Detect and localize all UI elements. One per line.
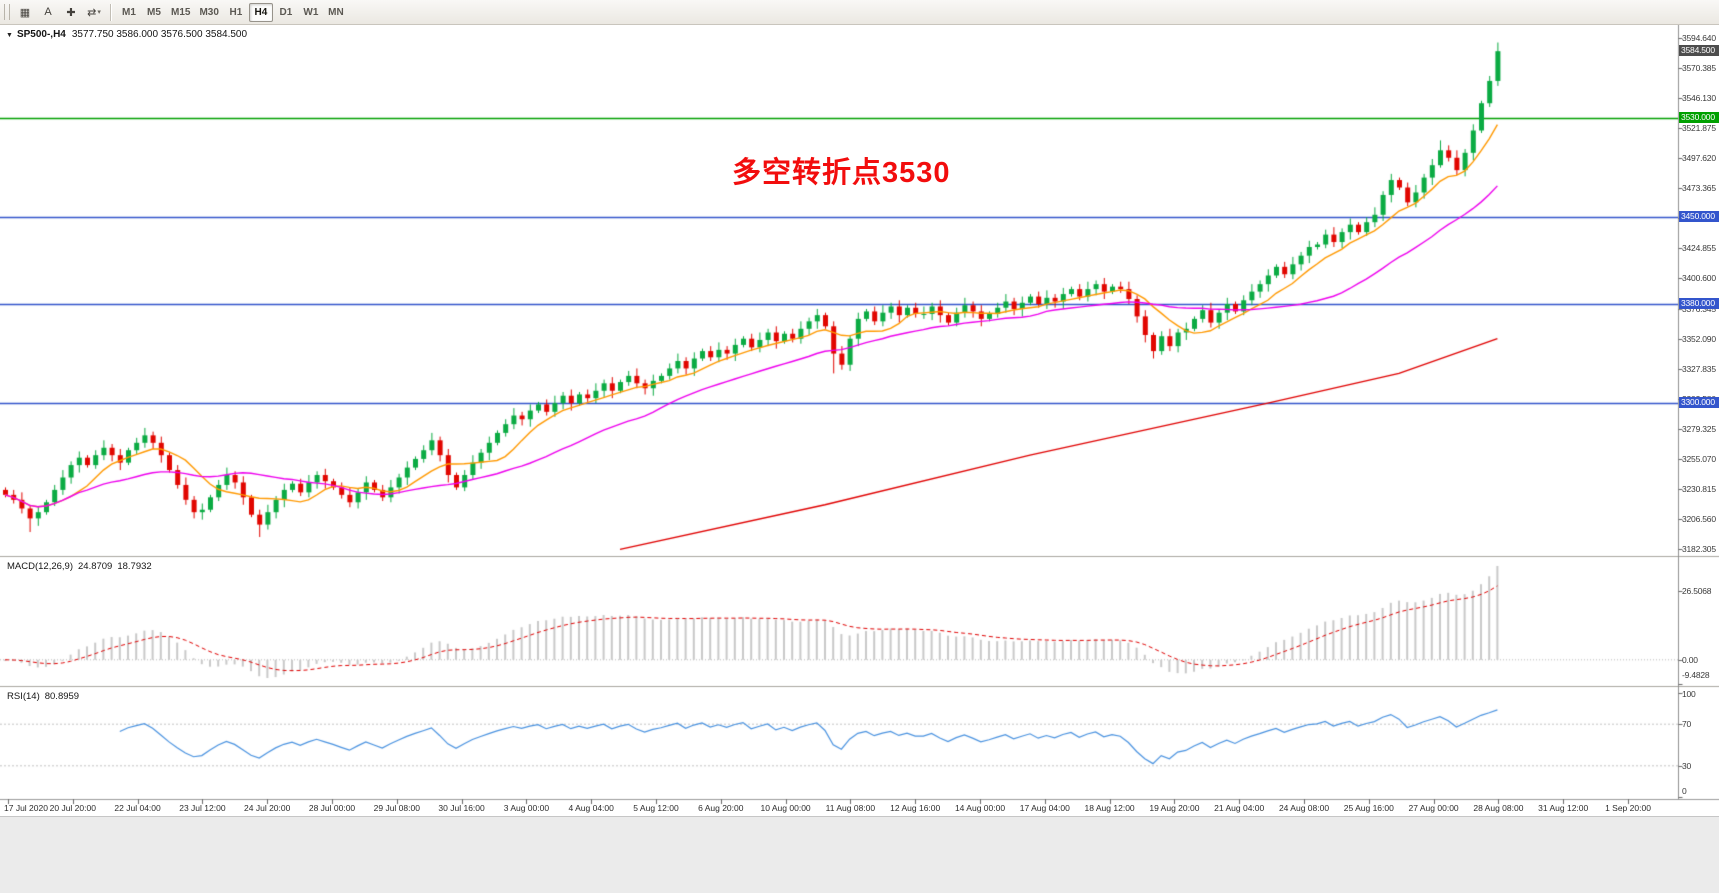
price-tick-label: 3352.090 bbox=[1682, 333, 1716, 344]
timeframe-m30-button[interactable]: M30 bbox=[195, 3, 222, 22]
timeframe-mn-button[interactable]: MN bbox=[324, 3, 348, 22]
rsi-tick-label: 70 bbox=[1682, 719, 1692, 730]
time-axis-label: 17 Jul 2020 bbox=[4, 803, 48, 813]
time-axis-label: 5 Aug 12:00 bbox=[633, 803, 679, 813]
timeframe-h1-button[interactable]: H1 bbox=[224, 3, 248, 22]
price-tick-label: 3594.640 bbox=[1682, 33, 1716, 43]
symbol-ohlc-line: ▼ SP500-,H4 3577.750 3586.000 3576.500 358… bbox=[6, 29, 247, 40]
chart-area: ▼ SP500-,H4 3577.750 3586.000 3576.500 358… bbox=[0, 25, 1719, 816]
price-tick-label: 3400.600 bbox=[1682, 273, 1716, 284]
price-tick-label: 3497.620 bbox=[1682, 153, 1716, 164]
level-3300-price-label: 3300.000 bbox=[1679, 397, 1719, 409]
chart-window-icon[interactable]: ▦ bbox=[14, 3, 36, 22]
time-axis-label: 1 Sep 20:00 bbox=[1605, 803, 1651, 813]
toolbar-tools: ▦ A ✚ ⇄ ▾ bbox=[14, 3, 105, 22]
price-tick-label: 3521.875 bbox=[1682, 123, 1716, 134]
level-3450-price-label: 3450.000 bbox=[1679, 211, 1719, 223]
price-tick-label: 3279.325 bbox=[1682, 423, 1716, 434]
text-annotation-icon[interactable]: A bbox=[37, 3, 59, 22]
time-axis-label: 27 Aug 00:00 bbox=[1408, 803, 1459, 813]
time-axis-label: 10 Aug 00:00 bbox=[760, 803, 811, 813]
price-tick-label: 3546.130 bbox=[1682, 93, 1716, 104]
time-axis-label: 11 Aug 08:00 bbox=[825, 803, 876, 813]
price-tick-label: 3570.385 bbox=[1682, 63, 1716, 74]
crosshair-icon[interactable]: ✚ bbox=[60, 3, 82, 22]
rsi-tick-label: 0 bbox=[1682, 786, 1687, 796]
price-tick-label: 3255.070 bbox=[1682, 453, 1716, 464]
price-chart-canvas[interactable] bbox=[0, 25, 1719, 816]
timeframes-dropdown-icon[interactable]: ⇄ ▾ bbox=[83, 3, 105, 22]
rsi-value: 80.8959 bbox=[44, 691, 80, 702]
rsi-tick-label: 100 bbox=[1682, 689, 1696, 699]
macd-name: MACD(12,26,9) bbox=[7, 561, 73, 572]
time-axis-label: 12 Aug 16:00 bbox=[890, 803, 941, 813]
timeframe-h4-button[interactable]: H4 bbox=[248, 2, 273, 22]
timeframe-w1-button[interactable]: W1 bbox=[299, 3, 323, 22]
time-axis-label: 22 Jul 04:00 bbox=[114, 803, 161, 813]
macd-indicator-label: MACD(12,26,9) 24.8709 18.7932 bbox=[7, 561, 152, 572]
price-tick-label: 3206.560 bbox=[1682, 513, 1716, 524]
level-3530-price-label: 3530.000 bbox=[1679, 112, 1719, 124]
macd-tick-label: -9.4828 bbox=[1682, 670, 1710, 680]
macd-tick-label: 0.00 bbox=[1682, 654, 1698, 665]
time-axis-label: 20 Jul 20:00 bbox=[49, 803, 96, 813]
timeframe-m1-button[interactable]: M1 bbox=[117, 3, 141, 22]
time-axis-label: 3 Aug 00:00 bbox=[503, 803, 550, 813]
time-axis-label: 25 Aug 16:00 bbox=[1343, 803, 1394, 813]
price-tick-label: 3473.365 bbox=[1682, 183, 1716, 194]
macd-signal-value: 18.7932 bbox=[117, 561, 152, 572]
timeframe-d1-button[interactable]: D1 bbox=[274, 3, 298, 22]
level-3380-price-label: 3380.000 bbox=[1679, 297, 1719, 309]
ohlc-values: 3577.750 3586.000 3576.500 3584.500 bbox=[71, 29, 248, 40]
price-tick-label: 3327.835 bbox=[1682, 363, 1716, 374]
time-axis-label: 14 Aug 00:00 bbox=[954, 803, 1006, 813]
toolbar-separator bbox=[110, 3, 112, 21]
symbol-expander-icon[interactable]: ▼ bbox=[6, 32, 13, 39]
price-tick-label: 3424.855 bbox=[1682, 243, 1716, 254]
timeframe-toolbar: M1 M5 M15 M30 H1 H4 D1 W1 MN bbox=[117, 2, 348, 22]
toolbar-grip[interactable] bbox=[4, 4, 10, 20]
time-axis-label: 4 Aug 04:00 bbox=[568, 803, 614, 813]
time-axis-label: 24 Aug 08:00 bbox=[1278, 803, 1330, 813]
time-axis-label: 18 Aug 12:00 bbox=[1084, 803, 1135, 813]
time-axis-label: 29 Jul 08:00 bbox=[373, 803, 420, 813]
symbol-name: SP500-,H4 bbox=[16, 29, 66, 40]
time-axis-label: 21 Aug 04:00 bbox=[1214, 803, 1265, 813]
rsi-name: RSI(14) bbox=[7, 691, 40, 702]
chart-annotation-text: 多空转折点3530 bbox=[732, 157, 951, 189]
top-toolbar: ▦ A ✚ ⇄ ▾ M1 M5 M15 M30 H1 H4 D1 W1 MN bbox=[0, 0, 1719, 25]
timeframe-m15-button[interactable]: M15 bbox=[167, 3, 194, 22]
current-price-label: 3584.500 bbox=[1679, 44, 1719, 56]
time-axis-label: 23 Jul 12:00 bbox=[179, 803, 226, 813]
time-axis-label: 28 Jul 00:00 bbox=[308, 803, 356, 813]
macd-tick-label: 26.5068 bbox=[1682, 585, 1712, 596]
macd-main-value: 24.8709 bbox=[78, 561, 113, 572]
rsi-indicator-label: RSI(14) 80.8959 bbox=[7, 691, 79, 702]
time-axis-label: 28 Aug 08:00 bbox=[1473, 803, 1524, 813]
time-axis-label: 31 Aug 12:00 bbox=[1538, 803, 1589, 813]
time-axis-label: 24 Jul 20:00 bbox=[244, 803, 291, 813]
labels-layer: ▼ SP500-,H4 3577.750 3586.000 3576.500 358… bbox=[0, 25, 1719, 816]
price-tick-label: 3182.305 bbox=[1682, 544, 1716, 554]
time-axis-label: 30 Jul 16:00 bbox=[438, 803, 485, 813]
price-tick-label: 3230.815 bbox=[1682, 483, 1716, 494]
time-axis-label: 19 Aug 20:00 bbox=[1149, 803, 1200, 813]
timeframe-m5-button[interactable]: M5 bbox=[142, 3, 166, 22]
rsi-tick-label: 30 bbox=[1682, 760, 1692, 771]
time-axis-label: 6 Aug 20:00 bbox=[698, 803, 744, 813]
window-background bbox=[0, 816, 1719, 893]
time-axis-label: 17 Aug 04:00 bbox=[1019, 803, 1070, 813]
